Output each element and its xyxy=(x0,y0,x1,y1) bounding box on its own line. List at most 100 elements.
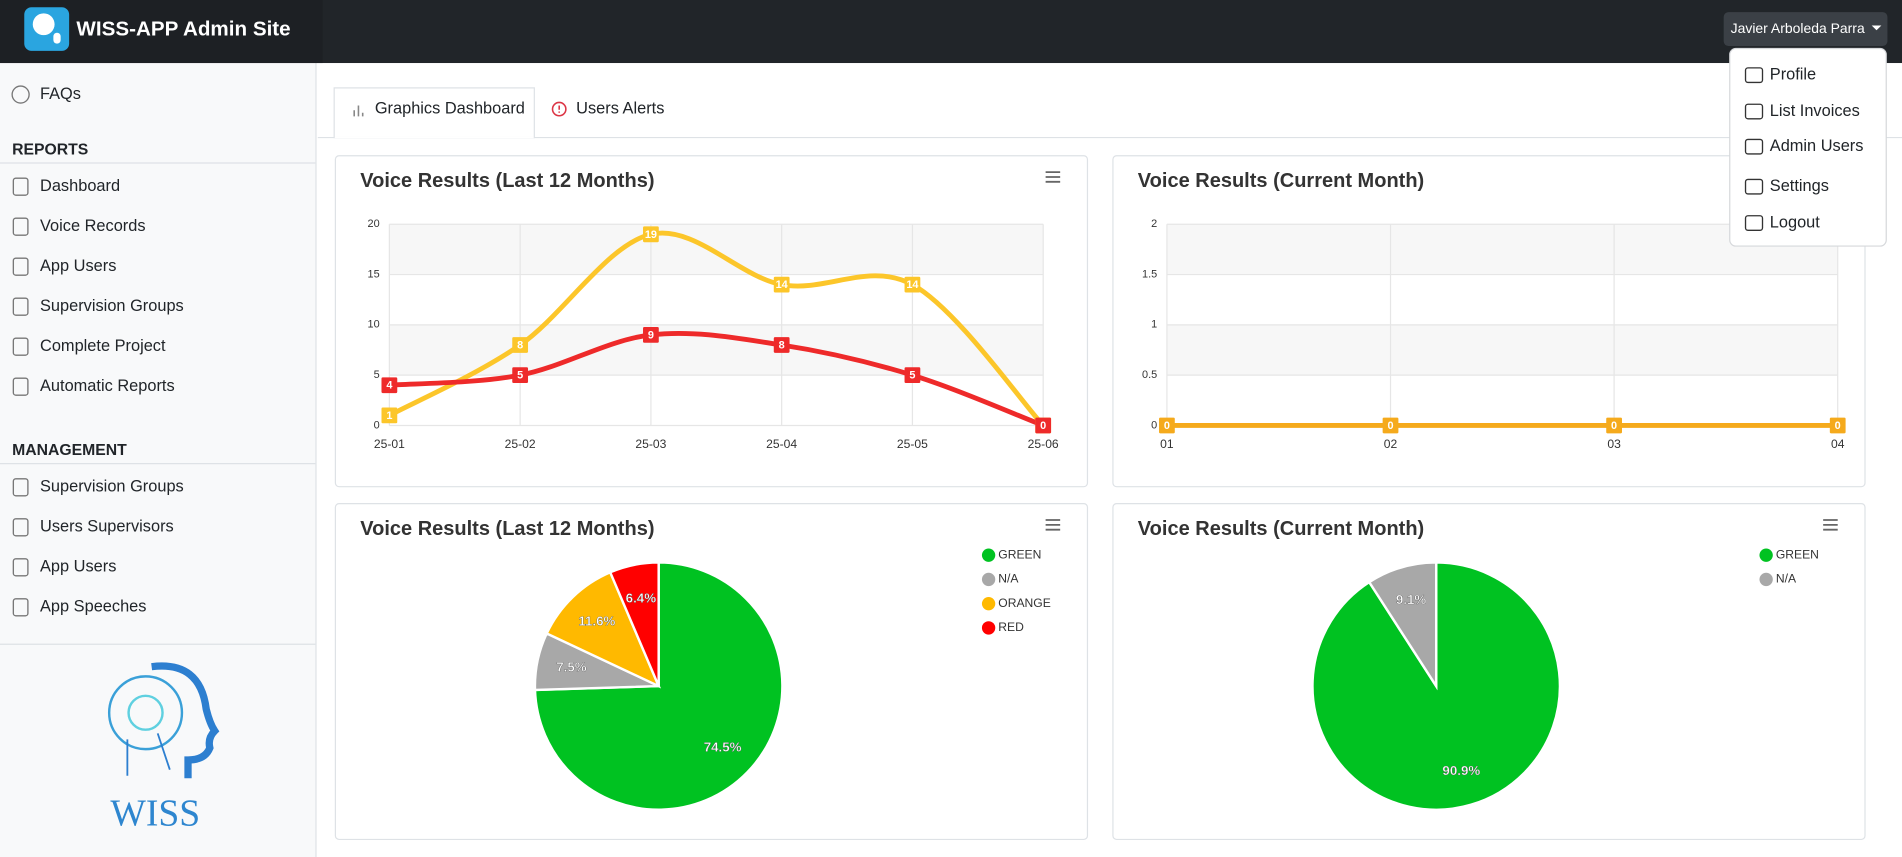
legend-label[interactable]: ORANGE xyxy=(998,596,1051,610)
sidebar-menu: FAQs REPORTS Dashboard Voice Records App Use… xyxy=(0,85,316,645)
data-label: 1 xyxy=(386,410,392,422)
pie-slice xyxy=(1367,561,1438,691)
legend-label[interactable]: N/A xyxy=(998,572,1019,586)
caret xyxy=(1871,25,1882,31)
legend-symbol xyxy=(1759,572,1773,587)
menu-icon xyxy=(12,478,29,497)
data-label: 14 xyxy=(776,279,788,291)
menu-item[interactable]: Complete Project xyxy=(40,337,166,355)
menu-item[interactable]: Voice Records xyxy=(40,217,146,235)
user-menu-button[interactable] xyxy=(1723,12,1888,47)
data-label: 0 xyxy=(1835,420,1841,432)
pie-label: 11.6% xyxy=(578,613,615,628)
plot-band xyxy=(1166,324,1838,376)
dropdown-item[interactable]: Profile xyxy=(1770,65,1816,83)
chart-title: Voice Results (Last 12 Months) xyxy=(360,518,654,540)
brand-title: WISS-APP Admin Site xyxy=(76,18,290,41)
x-tick-label: 25-02 xyxy=(505,437,536,451)
menu-item[interactable]: Supervision Groups xyxy=(40,297,184,315)
chart-menu[interactable] xyxy=(1045,171,1061,183)
y-tick-label: 1 xyxy=(1151,319,1157,331)
menu-item[interactable]: Users Supervisors xyxy=(40,518,174,536)
dropdown-item[interactable]: Admin Users xyxy=(1770,137,1864,155)
data-label-box xyxy=(381,407,398,424)
menu-item[interactable]: App Users xyxy=(40,257,116,275)
chart-menu[interactable] xyxy=(1823,519,1838,531)
chart-card xyxy=(334,155,1089,488)
pie-label: 74.5% xyxy=(704,740,742,755)
data-label-box xyxy=(773,276,790,293)
data-label-box xyxy=(904,367,921,384)
data-label-box xyxy=(1382,417,1399,434)
data-label: 0 xyxy=(1387,420,1393,432)
data-label: 9 xyxy=(648,329,654,341)
data-label: 0 xyxy=(1164,420,1170,432)
legend-symbol xyxy=(981,596,996,611)
data-label-box xyxy=(512,367,529,384)
pie-slice xyxy=(545,570,662,689)
legend-symbol xyxy=(981,572,996,587)
dropdown-item[interactable]: Settings xyxy=(1770,177,1829,195)
logo-mic xyxy=(53,32,61,44)
pie-slice xyxy=(608,561,660,687)
menu-icon xyxy=(12,177,29,196)
menu-icon xyxy=(11,85,30,104)
series-line xyxy=(389,331,1045,428)
menu-item[interactable]: App Users xyxy=(40,558,116,576)
data-label-box xyxy=(381,377,398,394)
legend-label[interactable]: N/A xyxy=(1776,572,1797,586)
data-label-box xyxy=(643,226,659,243)
legend-label[interactable]: GREEN xyxy=(998,547,1041,561)
dropdown-panel xyxy=(1729,47,1887,247)
menu-icon xyxy=(12,337,29,356)
dropdown-icon xyxy=(1744,103,1764,120)
tab[interactable]: Graphics Dashboard xyxy=(375,99,525,117)
dropdown-item[interactable]: List Invoices xyxy=(1770,102,1860,120)
plot-band xyxy=(1166,224,1838,275)
data-label-box xyxy=(643,327,659,343)
y-tick-label: 0.5 xyxy=(1142,369,1157,381)
data-label: 4 xyxy=(386,380,392,392)
menu-icon xyxy=(12,598,29,617)
x-tick-label: 02 xyxy=(1384,437,1398,451)
menu-item[interactable]: Supervision Groups xyxy=(40,478,184,496)
data-label: 5 xyxy=(517,370,523,382)
data-label: 0 xyxy=(1040,420,1046,432)
menu-item[interactable]: FAQs xyxy=(40,85,81,103)
data-label-box xyxy=(512,337,529,353)
menu-item[interactable]: App Speeches xyxy=(40,598,146,616)
x-tick-label: 03 xyxy=(1607,437,1621,451)
logo-lines xyxy=(126,733,171,776)
legend-symbol xyxy=(1759,548,1773,562)
y-tick-label: 20 xyxy=(368,218,380,230)
tab[interactable]: Users Alerts xyxy=(576,99,664,117)
charts: Voice Results (Last 12 Months)0510152025… xyxy=(334,155,1866,841)
pie-label: 90.9% xyxy=(1442,763,1480,778)
data-label-box xyxy=(1035,417,1052,434)
y-tick-label: 15 xyxy=(368,268,380,280)
menu-icon xyxy=(12,377,29,396)
data-label-box xyxy=(773,337,790,353)
logo-profile xyxy=(151,662,220,779)
legend-label[interactable]: RED xyxy=(998,620,1024,634)
logo-ring xyxy=(107,675,184,751)
series-line xyxy=(388,230,1045,428)
pie-label: 9.1% xyxy=(1396,592,1427,607)
data-label-box xyxy=(1606,417,1622,434)
user-name[interactable]: Javier Arboleda Parra xyxy=(1731,20,1865,36)
x-tick-label: 04 xyxy=(1831,437,1845,451)
chart-menu[interactable] xyxy=(1045,519,1061,531)
data-label: 5 xyxy=(909,370,915,382)
legend-label[interactable]: GREEN xyxy=(1776,547,1819,561)
y-tick-label: 0 xyxy=(374,419,380,431)
data-label: 0 xyxy=(1611,420,1617,432)
dropdown-icon xyxy=(1744,67,1764,84)
dropdown-item[interactable]: Logout xyxy=(1770,213,1821,231)
dropdown-icon xyxy=(1744,215,1764,231)
menu-item[interactable]: Dashboard xyxy=(40,177,120,195)
menu-icon xyxy=(12,217,29,236)
plot-band xyxy=(389,224,1044,275)
menu-item[interactable]: Automatic Reports xyxy=(40,377,175,395)
data-label-box xyxy=(904,276,921,293)
